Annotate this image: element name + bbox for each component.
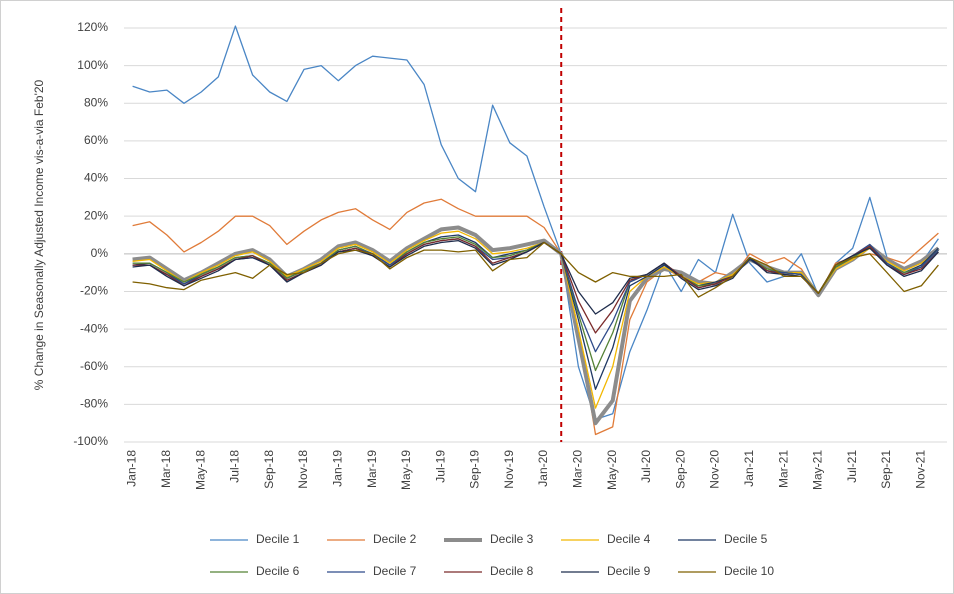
x-tick-label: Mar-18	[159, 450, 173, 488]
x-tick-label: May-18	[193, 450, 207, 490]
y-tick-label: -20%	[80, 284, 108, 298]
x-tick-label: May-19	[399, 450, 413, 490]
x-tick-label: Sep-19	[468, 450, 482, 489]
x-tick-label: May-21	[811, 450, 825, 490]
x-tick-label: Nov-21	[913, 450, 927, 489]
legend-label: Decile 4	[607, 532, 651, 546]
x-tick-label: May-20	[605, 450, 619, 490]
x-tick-label: Sep-20	[673, 450, 687, 489]
x-tick-label: Nov-19	[502, 450, 516, 489]
x-tick-label: Jul-20	[639, 450, 653, 483]
y-tick-label: 0%	[91, 246, 109, 260]
x-tick-label: Jan-20	[536, 450, 550, 487]
x-tick-label: Jul-18	[228, 450, 242, 483]
legend-label: Decile 7	[373, 564, 417, 578]
y-tick-label: 20%	[84, 208, 108, 222]
legend-label: Decile 9	[607, 564, 651, 578]
x-tick-label: Nov-20	[708, 450, 722, 489]
x-tick-label: Sep-18	[262, 450, 276, 489]
legend-label: Decile 3	[490, 532, 534, 546]
y-tick-label: -100%	[73, 434, 108, 448]
series-line	[132, 25, 939, 421]
legend-label: Decile 5	[724, 532, 768, 546]
legend-label: Decile 2	[373, 532, 417, 546]
x-tick-label: Jul-21	[845, 450, 859, 483]
legend-label: Decile 8	[490, 564, 534, 578]
y-tick-label: -40%	[80, 321, 108, 335]
x-tick-label: Sep-21	[879, 450, 893, 489]
series-line	[132, 230, 939, 409]
y-tick-label: 80%	[84, 95, 108, 109]
series-line	[132, 241, 939, 298]
x-tick-label: Jan-21	[742, 450, 756, 487]
x-tick-label: Mar-19	[365, 450, 379, 488]
legend-label: Decile 6	[256, 564, 300, 578]
y-tick-label: -60%	[80, 359, 108, 373]
y-tick-label: 120%	[77, 20, 108, 34]
x-tick-label: Jan-18	[125, 450, 139, 487]
x-tick-label: Mar-20	[571, 450, 585, 488]
y-tick-label: 40%	[84, 171, 108, 185]
x-tick-label: Mar-21	[776, 450, 790, 488]
x-tick-label: Jul-19	[433, 450, 447, 483]
y-tick-label: 60%	[84, 133, 108, 147]
y-tick-label: -80%	[80, 397, 108, 411]
x-tick-label: Jan-19	[330, 450, 344, 487]
y-axis-label: % Change in Seasonally Adjusted Income v…	[32, 79, 46, 390]
x-tick-label: Nov-18	[296, 450, 310, 489]
legend-label: Decile 10	[724, 564, 774, 578]
legend-label: Decile 1	[256, 532, 300, 546]
y-tick-label: 100%	[77, 58, 108, 72]
